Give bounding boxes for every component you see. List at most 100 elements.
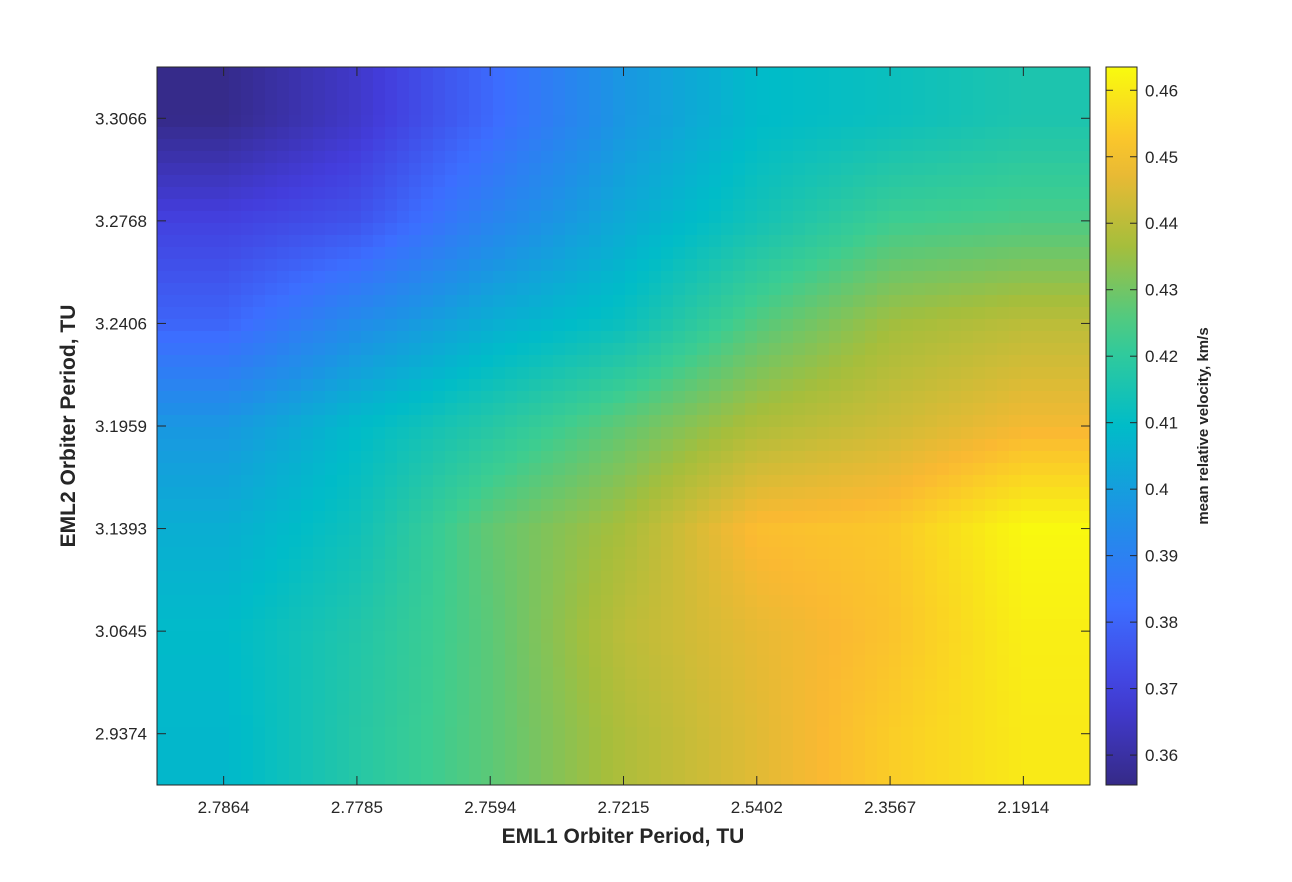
- heatmap-fill-patch: [421, 535, 434, 548]
- heatmap-fill-patch: [277, 439, 290, 452]
- heatmap-fill-patch: [169, 703, 182, 716]
- heatmap-fill-patch: [973, 175, 986, 188]
- heatmap-fill-patch: [673, 127, 686, 140]
- heatmap-fill-patch: [409, 499, 422, 512]
- heatmap-fill-patch: [949, 79, 962, 92]
- heatmap-fill-patch: [169, 715, 182, 728]
- heatmap-fill-patch: [1009, 427, 1022, 440]
- heatmap-fill-patch: [829, 235, 842, 248]
- heatmap-fill-patch: [1021, 199, 1034, 212]
- heatmap-fill-patch: [577, 523, 590, 536]
- heatmap-fill-patch: [349, 619, 362, 632]
- heatmap-fill-patch: [721, 79, 734, 92]
- heatmap-fill-patch: [313, 703, 326, 716]
- heatmap-fill-patch: [865, 595, 878, 608]
- heatmap-fill-patch: [709, 259, 722, 272]
- heatmap-fill-patch: [577, 403, 590, 416]
- heatmap-fill-patch: [685, 391, 698, 404]
- heatmap-fill-patch: [961, 199, 974, 212]
- heatmap-fill-patch: [169, 655, 182, 668]
- heatmap-fill-patch: [457, 715, 470, 728]
- heatmap-fill-patch: [565, 151, 578, 164]
- heatmap-fill-patch: [241, 703, 254, 716]
- heatmap-fill-patch: [361, 115, 374, 128]
- heatmap-fill-patch: [397, 511, 410, 524]
- heatmap-fill-patch: [973, 751, 986, 764]
- heatmap-fill-patch: [157, 691, 170, 704]
- heatmap-fill-patch: [193, 199, 206, 212]
- heatmap-fill-patch: [565, 499, 578, 512]
- heatmap-fill-patch: [685, 691, 698, 704]
- heatmap-fill-patch: [217, 235, 230, 248]
- heatmap-fill-patch: [637, 559, 650, 572]
- heatmap-fill-patch: [409, 379, 422, 392]
- heatmap-fill-patch: [457, 139, 470, 152]
- heatmap-fill-patch: [253, 355, 266, 368]
- heatmap-fill-patch: [277, 319, 290, 332]
- heatmap-fill-patch: [241, 319, 254, 332]
- heatmap-fill-patch: [241, 427, 254, 440]
- heatmap-fill-patch: [961, 463, 974, 476]
- heatmap-fill-patch: [721, 115, 734, 128]
- heatmap-fill-patch: [505, 331, 518, 344]
- heatmap-fill-patch: [241, 583, 254, 596]
- heatmap-fill-patch: [1045, 595, 1058, 608]
- heatmap-fill-patch: [649, 283, 662, 296]
- heatmap-fill-patch: [433, 127, 446, 140]
- heatmap-fill-patch: [433, 175, 446, 188]
- heatmap-fill-patch: [1009, 499, 1022, 512]
- heatmap-fill-patch: [445, 703, 458, 716]
- heatmap-fill-patch: [241, 127, 254, 140]
- heatmap-fill-patch: [685, 127, 698, 140]
- heatmap-fill-patch: [385, 67, 398, 80]
- heatmap-fill-patch: [769, 511, 782, 524]
- heatmap-fill-patch: [409, 91, 422, 104]
- heatmap-fill-patch: [997, 175, 1010, 188]
- heatmap-fill-patch: [181, 283, 194, 296]
- heatmap-fill-patch: [445, 511, 458, 524]
- heatmap-fill-patch: [769, 667, 782, 680]
- heatmap-fill-patch: [697, 679, 710, 692]
- heatmap-fill-patch: [229, 79, 242, 92]
- heatmap-fill-patch: [1069, 79, 1082, 92]
- heatmap-fill-patch: [565, 367, 578, 380]
- heatmap-fill-patch: [325, 667, 338, 680]
- heatmap-fill-patch: [1033, 379, 1046, 392]
- heatmap-fill-patch: [745, 319, 758, 332]
- heatmap-fill-patch: [1069, 571, 1082, 584]
- heatmap-fill-patch: [313, 403, 326, 416]
- heatmap-fill-patch: [505, 379, 518, 392]
- heatmap-fill-patch: [865, 775, 878, 785]
- heatmap-fill-patch: [685, 295, 698, 308]
- heatmap-fill-patch: [721, 487, 734, 500]
- heatmap-fill-patch: [901, 415, 914, 428]
- heatmap-fill-patch: [577, 247, 590, 260]
- heatmap-fill-patch: [697, 595, 710, 608]
- heatmap-fill-patch: [997, 103, 1010, 116]
- heatmap-fill-patch: [205, 571, 218, 584]
- heatmap-fill-patch: [397, 91, 410, 104]
- heatmap-fill-patch: [541, 667, 554, 680]
- heatmap-fill-patch: [613, 631, 626, 644]
- heatmap-fill-patch: [193, 487, 206, 500]
- heatmap-fill-patch: [841, 235, 854, 248]
- heatmap-fill-patch: [829, 487, 842, 500]
- heatmap-fill-patch: [841, 223, 854, 236]
- heatmap-fill-patch: [529, 283, 542, 296]
- heatmap-fill-patch: [361, 439, 374, 452]
- heatmap-fill-patch: [517, 391, 530, 404]
- heatmap-fill-patch: [313, 547, 326, 560]
- heatmap-fill-patch: [961, 247, 974, 260]
- heatmap-fill-patch: [385, 451, 398, 464]
- heatmap-fill-patch: [277, 283, 290, 296]
- heatmap-fill-patch: [985, 667, 998, 680]
- heatmap-fill-patch: [577, 655, 590, 668]
- heatmap-fill-patch: [865, 439, 878, 452]
- heatmap-fill-patch: [349, 487, 362, 500]
- heatmap-fill-patch: [337, 151, 350, 164]
- heatmap-fill-patch: [265, 475, 278, 488]
- heatmap-fill-patch: [913, 175, 926, 188]
- heatmap-fill-patch: [901, 475, 914, 488]
- heatmap-fill-patch: [505, 571, 518, 584]
- heatmap-fill-patch: [613, 679, 626, 692]
